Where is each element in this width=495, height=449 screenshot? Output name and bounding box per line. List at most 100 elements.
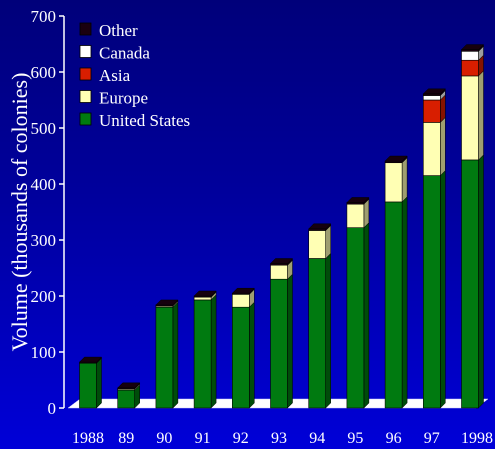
legend-item: United States <box>79 111 190 130</box>
y-axis: 0 100 200 300 400 500 600 700 <box>31 7 65 418</box>
bar-segment-97 <box>422 95 441 101</box>
bar-side-1988 <box>96 357 102 409</box>
bar-segment-95 <box>346 202 365 205</box>
bar-side-94 <box>325 224 331 260</box>
bar-segment-94 <box>308 258 327 409</box>
bar-top-93 <box>269 258 294 264</box>
bar-top-92 <box>231 287 255 294</box>
legend-item: Asia <box>79 66 131 85</box>
legend-label: Canada <box>99 44 150 63</box>
x-tick-label: 89 <box>118 430 134 447</box>
y-tick-label: 200 <box>31 287 57 306</box>
bar-segment-1998 <box>461 75 479 161</box>
legend-label: Europe <box>99 89 148 108</box>
bar-top-1988 <box>78 356 103 363</box>
y-tick-label: 400 <box>31 175 57 194</box>
bar-segment-1988 <box>79 362 97 409</box>
legend-swatch <box>79 67 92 81</box>
bar-side-96 <box>401 196 408 409</box>
y-axis-label: Volume (thousands of colonies) <box>7 73 32 352</box>
y-tick-label: 600 <box>31 63 57 82</box>
bar-segment-93 <box>270 264 288 280</box>
bar-segment-96 <box>384 160 403 164</box>
bars <box>78 43 485 409</box>
x-tick-labels: 1988 89 90 91 92 93 94 95 96 97 1998 <box>72 430 493 447</box>
bar-segment-94 <box>308 230 327 259</box>
bar-side-1998 <box>478 154 484 409</box>
bar-group-95 <box>346 196 370 409</box>
bar-segment-91 <box>193 299 212 409</box>
x-tick-label: 90 <box>156 430 172 447</box>
bar-group-97 <box>422 88 446 409</box>
bar-top-95 <box>346 197 370 203</box>
bar-group-92 <box>231 287 255 409</box>
bar-segment-97 <box>422 99 441 123</box>
bar-segment-89 <box>117 389 135 409</box>
bar-segment-97 <box>422 93 441 96</box>
bar-side-93 <box>287 273 293 409</box>
bar-side-96 <box>401 157 408 203</box>
y-tick-label: 300 <box>31 231 57 250</box>
legend-item: Canada <box>79 44 150 63</box>
x-tick-label: 92 <box>233 430 249 447</box>
bar-group-89 <box>117 382 141 409</box>
legend-swatch <box>79 45 92 58</box>
x-tick-label: 91 <box>195 430 211 447</box>
bar-segment-94 <box>308 228 327 231</box>
bar-group-90 <box>155 299 179 409</box>
bar-segment-1998 <box>461 59 479 77</box>
legend: Other Canada Asia Europe United States <box>79 21 190 130</box>
bar-segment-93 <box>270 278 288 409</box>
legend-label: United States <box>99 111 190 130</box>
x-tick-label: 94 <box>309 430 325 447</box>
bar-segment-92 <box>232 294 250 308</box>
bar-segment-95 <box>346 203 365 228</box>
legend-swatch <box>79 22 92 36</box>
bar-segment-1998 <box>461 49 479 52</box>
legend-swatch <box>79 112 92 126</box>
bar-group-93 <box>269 257 294 409</box>
bar-top-96 <box>384 155 408 162</box>
bar-segment-97 <box>422 175 441 409</box>
y-tick-label: 100 <box>31 343 57 362</box>
x-tick-label: 1988 <box>72 430 104 447</box>
x-tick-label: 97 <box>424 430 440 447</box>
bar-group-1988 <box>78 356 103 409</box>
bar-side-94 <box>325 252 331 409</box>
bar-segment-90 <box>155 306 174 409</box>
bar-group-91 <box>193 290 217 409</box>
legend-label: Other <box>99 21 138 40</box>
x-tick-label: 93 <box>271 430 287 447</box>
bar-side-97 <box>440 116 446 177</box>
bar-segment-1998 <box>461 50 479 61</box>
bar-segment-97 <box>422 122 441 176</box>
legend-item: Other <box>79 21 138 40</box>
bar-group-1998 <box>460 43 485 409</box>
bar-top-91 <box>193 290 217 297</box>
bar-top-89 <box>117 382 141 389</box>
legend-swatch <box>79 90 92 103</box>
bar-side-97 <box>440 169 446 409</box>
legend-item: Europe <box>79 89 148 108</box>
y-tick-label: 0 <box>48 399 57 418</box>
bar-group-94 <box>308 223 332 409</box>
bar-segment-92 <box>232 306 250 409</box>
bar-segment-91 <box>193 296 212 301</box>
bar-side-92 <box>249 301 255 409</box>
bar-side-91 <box>210 294 217 409</box>
bar-segment-1998 <box>461 159 479 409</box>
bar-segment-96 <box>384 162 403 203</box>
y-tick-label: 500 <box>31 119 57 138</box>
bar-top-97 <box>422 88 446 95</box>
bar-side-90 <box>172 301 179 409</box>
legend-label: Asia <box>99 66 131 85</box>
bar-segment-96 <box>384 201 403 409</box>
bar-top-90 <box>155 299 179 306</box>
bar-segment-93 <box>270 263 288 266</box>
x-tick-label: 1998 <box>461 430 493 447</box>
bar-top-1998 <box>460 44 485 50</box>
bar-side-1998 <box>478 70 484 161</box>
x-tick-label: 96 <box>386 430 402 447</box>
bar-segment-95 <box>346 227 365 409</box>
